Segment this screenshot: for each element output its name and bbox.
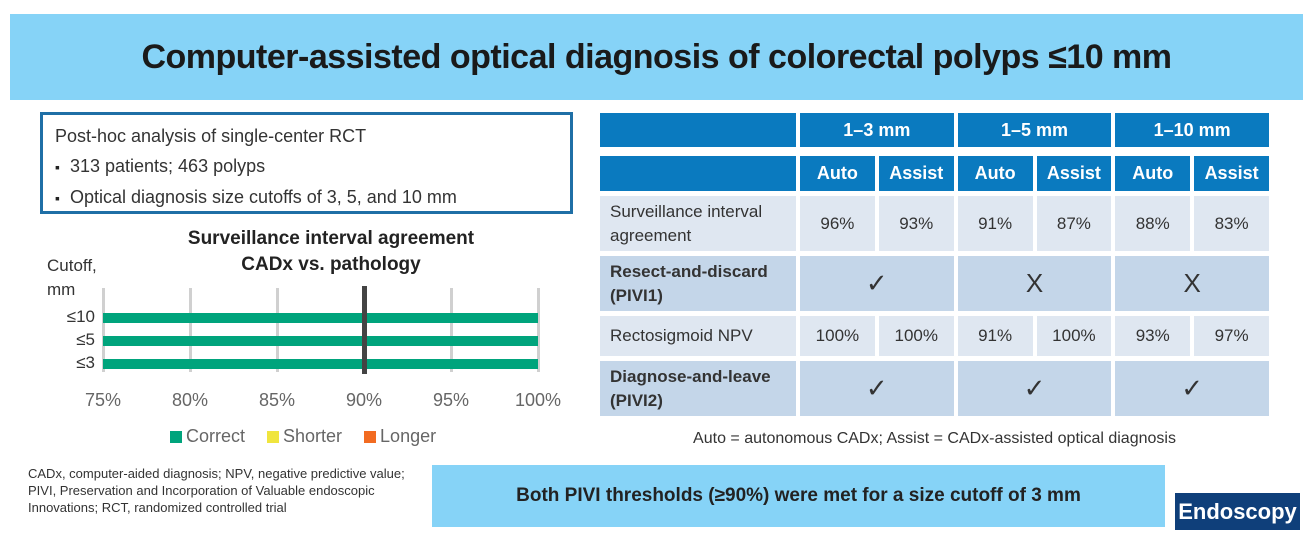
subheader: Auto (1115, 156, 1191, 191)
subheader: Auto (957, 156, 1033, 191)
value-cell: 91% (957, 196, 1033, 251)
subheader: Assist (878, 156, 954, 191)
header-group: 1–5 mm (957, 113, 1112, 147)
legend-swatch (170, 431, 182, 443)
value-cell: 83% (1194, 196, 1269, 251)
legend-label: Shorter (283, 426, 343, 446)
subheader-blank (600, 156, 796, 191)
legend-item-longer: Longer (364, 426, 436, 447)
bar-correct (103, 336, 538, 346)
pivi-result-cell: ✓ (800, 361, 954, 416)
row-label: Surveillance interval agreement (600, 196, 796, 251)
row-label: Rectosigmoid NPV (600, 316, 796, 356)
y-tick-label: ≤3 (76, 353, 95, 372)
value-cell: 100% (800, 316, 875, 356)
results-table: 1–3 mm 1–5 mm 1–10 mm Auto Assist Auto Assist A… (600, 113, 1269, 421)
page-title: Computer-assisted optical diagnosis of c… (141, 37, 1172, 76)
pivi-result-cell: ✓ (957, 361, 1112, 416)
x-tick-label: 85% (258, 390, 296, 410)
x-tick-label: 80% (171, 390, 209, 410)
journal-logo: Endoscopy (1175, 493, 1300, 530)
legend-swatch (364, 431, 377, 443)
bar-correct (103, 313, 538, 323)
title-banner: Computer-assisted optical diagnosis of c… (10, 14, 1303, 100)
subheader: Auto (800, 156, 875, 191)
x-tick-label: 75% (84, 390, 122, 410)
legend-label: Correct (186, 426, 246, 446)
header-group: 1–3 mm (800, 113, 954, 147)
value-cell: 91% (957, 316, 1033, 356)
legend-item-shorter: Shorter (267, 426, 342, 447)
value-cell: 100% (878, 316, 954, 356)
y-axis-label-line2: mm (47, 280, 76, 299)
info-bullet: 313 patients; 463 polyps (55, 151, 558, 182)
x-tick-label: 100% (514, 390, 562, 410)
value-cell: 87% (1036, 196, 1112, 251)
value-cell: 88% (1115, 196, 1191, 251)
header-group: 1–10 mm (1115, 113, 1269, 147)
pivi-result-cell: X (1115, 256, 1269, 311)
y-tick-label: ≤10 (66, 307, 95, 326)
value-cell: 100% (1036, 316, 1112, 356)
study-info-box: Post-hoc analysis of single-center RCT 3… (40, 112, 573, 214)
subheader: Assist (1036, 156, 1112, 191)
logo-text: Endoscopy (1178, 498, 1297, 524)
grid-line (537, 288, 540, 372)
row-label: Resect-and-discard (PIVI1) (600, 256, 796, 311)
x-tick-label: 90% (345, 390, 383, 410)
chart-title-line1: Surveillance interval agreement (187, 228, 475, 249)
subheader: Assist (1194, 156, 1269, 191)
pivi-result-cell: ✓ (1115, 361, 1269, 416)
table-note: Auto = autonomous CADx; Assist = CADx-as… (693, 430, 1176, 447)
value-cell: 97% (1194, 316, 1269, 356)
pivi-result-cell: ✓ (800, 256, 954, 311)
legend-swatch (267, 431, 280, 443)
legend-item-correct: Correct (170, 426, 245, 447)
pivi-result-cell: X (957, 256, 1112, 311)
y-axis-label-line1: Cutoff, (47, 256, 97, 275)
value-cell: 93% (1115, 316, 1191, 356)
bar-correct (103, 359, 538, 369)
abbreviations-footnote: CADx, computer-aided diagnosis; NPV, neg… (28, 466, 405, 515)
grid-line (189, 288, 192, 372)
x-tick-label: 95% (432, 390, 470, 410)
chart-title-line2: CADx vs. pathology (241, 254, 421, 275)
chart-legend: Correct Shorter Longer (170, 426, 436, 447)
info-bullet: Optical diagnosis size cutoffs of 3, 5, … (55, 182, 558, 213)
value-cell: 93% (878, 196, 954, 251)
reference-line-90 (362, 286, 367, 374)
grid-line (450, 288, 453, 372)
header-blank (600, 113, 796, 147)
value-cell: 96% (800, 196, 875, 251)
row-label: Diagnose-and-leave (PIVI2) (600, 361, 796, 416)
y-tick-label: ≤5 (76, 330, 95, 349)
grid-line (276, 288, 279, 372)
conclusion-text: Both PIVI thresholds (≥90%) were met for… (516, 485, 1081, 506)
info-heading: Post-hoc analysis of single-center RCT (55, 126, 367, 146)
legend-label: Longer (380, 426, 437, 446)
conclusion-box: Both PIVI thresholds (≥90%) were met for… (432, 465, 1165, 527)
grid-line (102, 288, 105, 372)
